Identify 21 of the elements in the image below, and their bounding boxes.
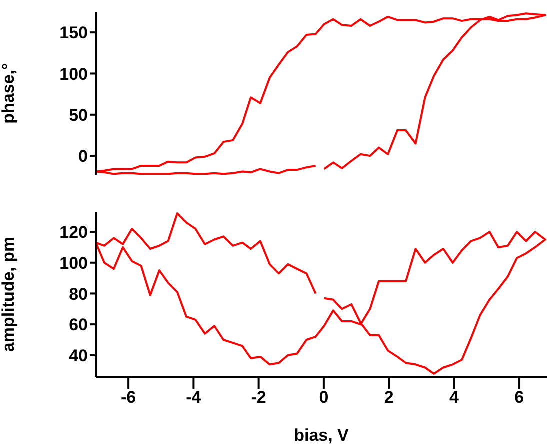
y-tick-label: 0	[78, 147, 88, 166]
line-series	[96, 12, 546, 175]
y-axis-title: phase,°	[0, 62, 18, 124]
x-tick-label: 4	[449, 388, 460, 408]
y-tick-label: 100	[60, 64, 88, 84]
x-axis-title: bias, V	[294, 426, 350, 445]
y-tick-label: 120	[60, 223, 88, 242]
x-tick-label: -2	[251, 388, 266, 408]
x-tick-label: 2	[384, 388, 394, 408]
y-tick-label: 80	[69, 284, 88, 304]
x-tick-label: -4	[186, 388, 202, 408]
x-tick-label: 6	[514, 388, 524, 408]
y-tick-label: 100	[60, 254, 88, 273]
line-series	[96, 212, 546, 375]
x-tick-label: 0	[319, 388, 329, 408]
y-tick-label: 40	[69, 346, 88, 366]
y-axis-title: amplitude, pm	[0, 236, 18, 352]
y-tick-label: 150	[60, 24, 88, 43]
y-tick-label: 60	[69, 316, 88, 335]
y-tick-label: 50	[69, 106, 88, 125]
x-tick-label: -6	[121, 388, 136, 408]
